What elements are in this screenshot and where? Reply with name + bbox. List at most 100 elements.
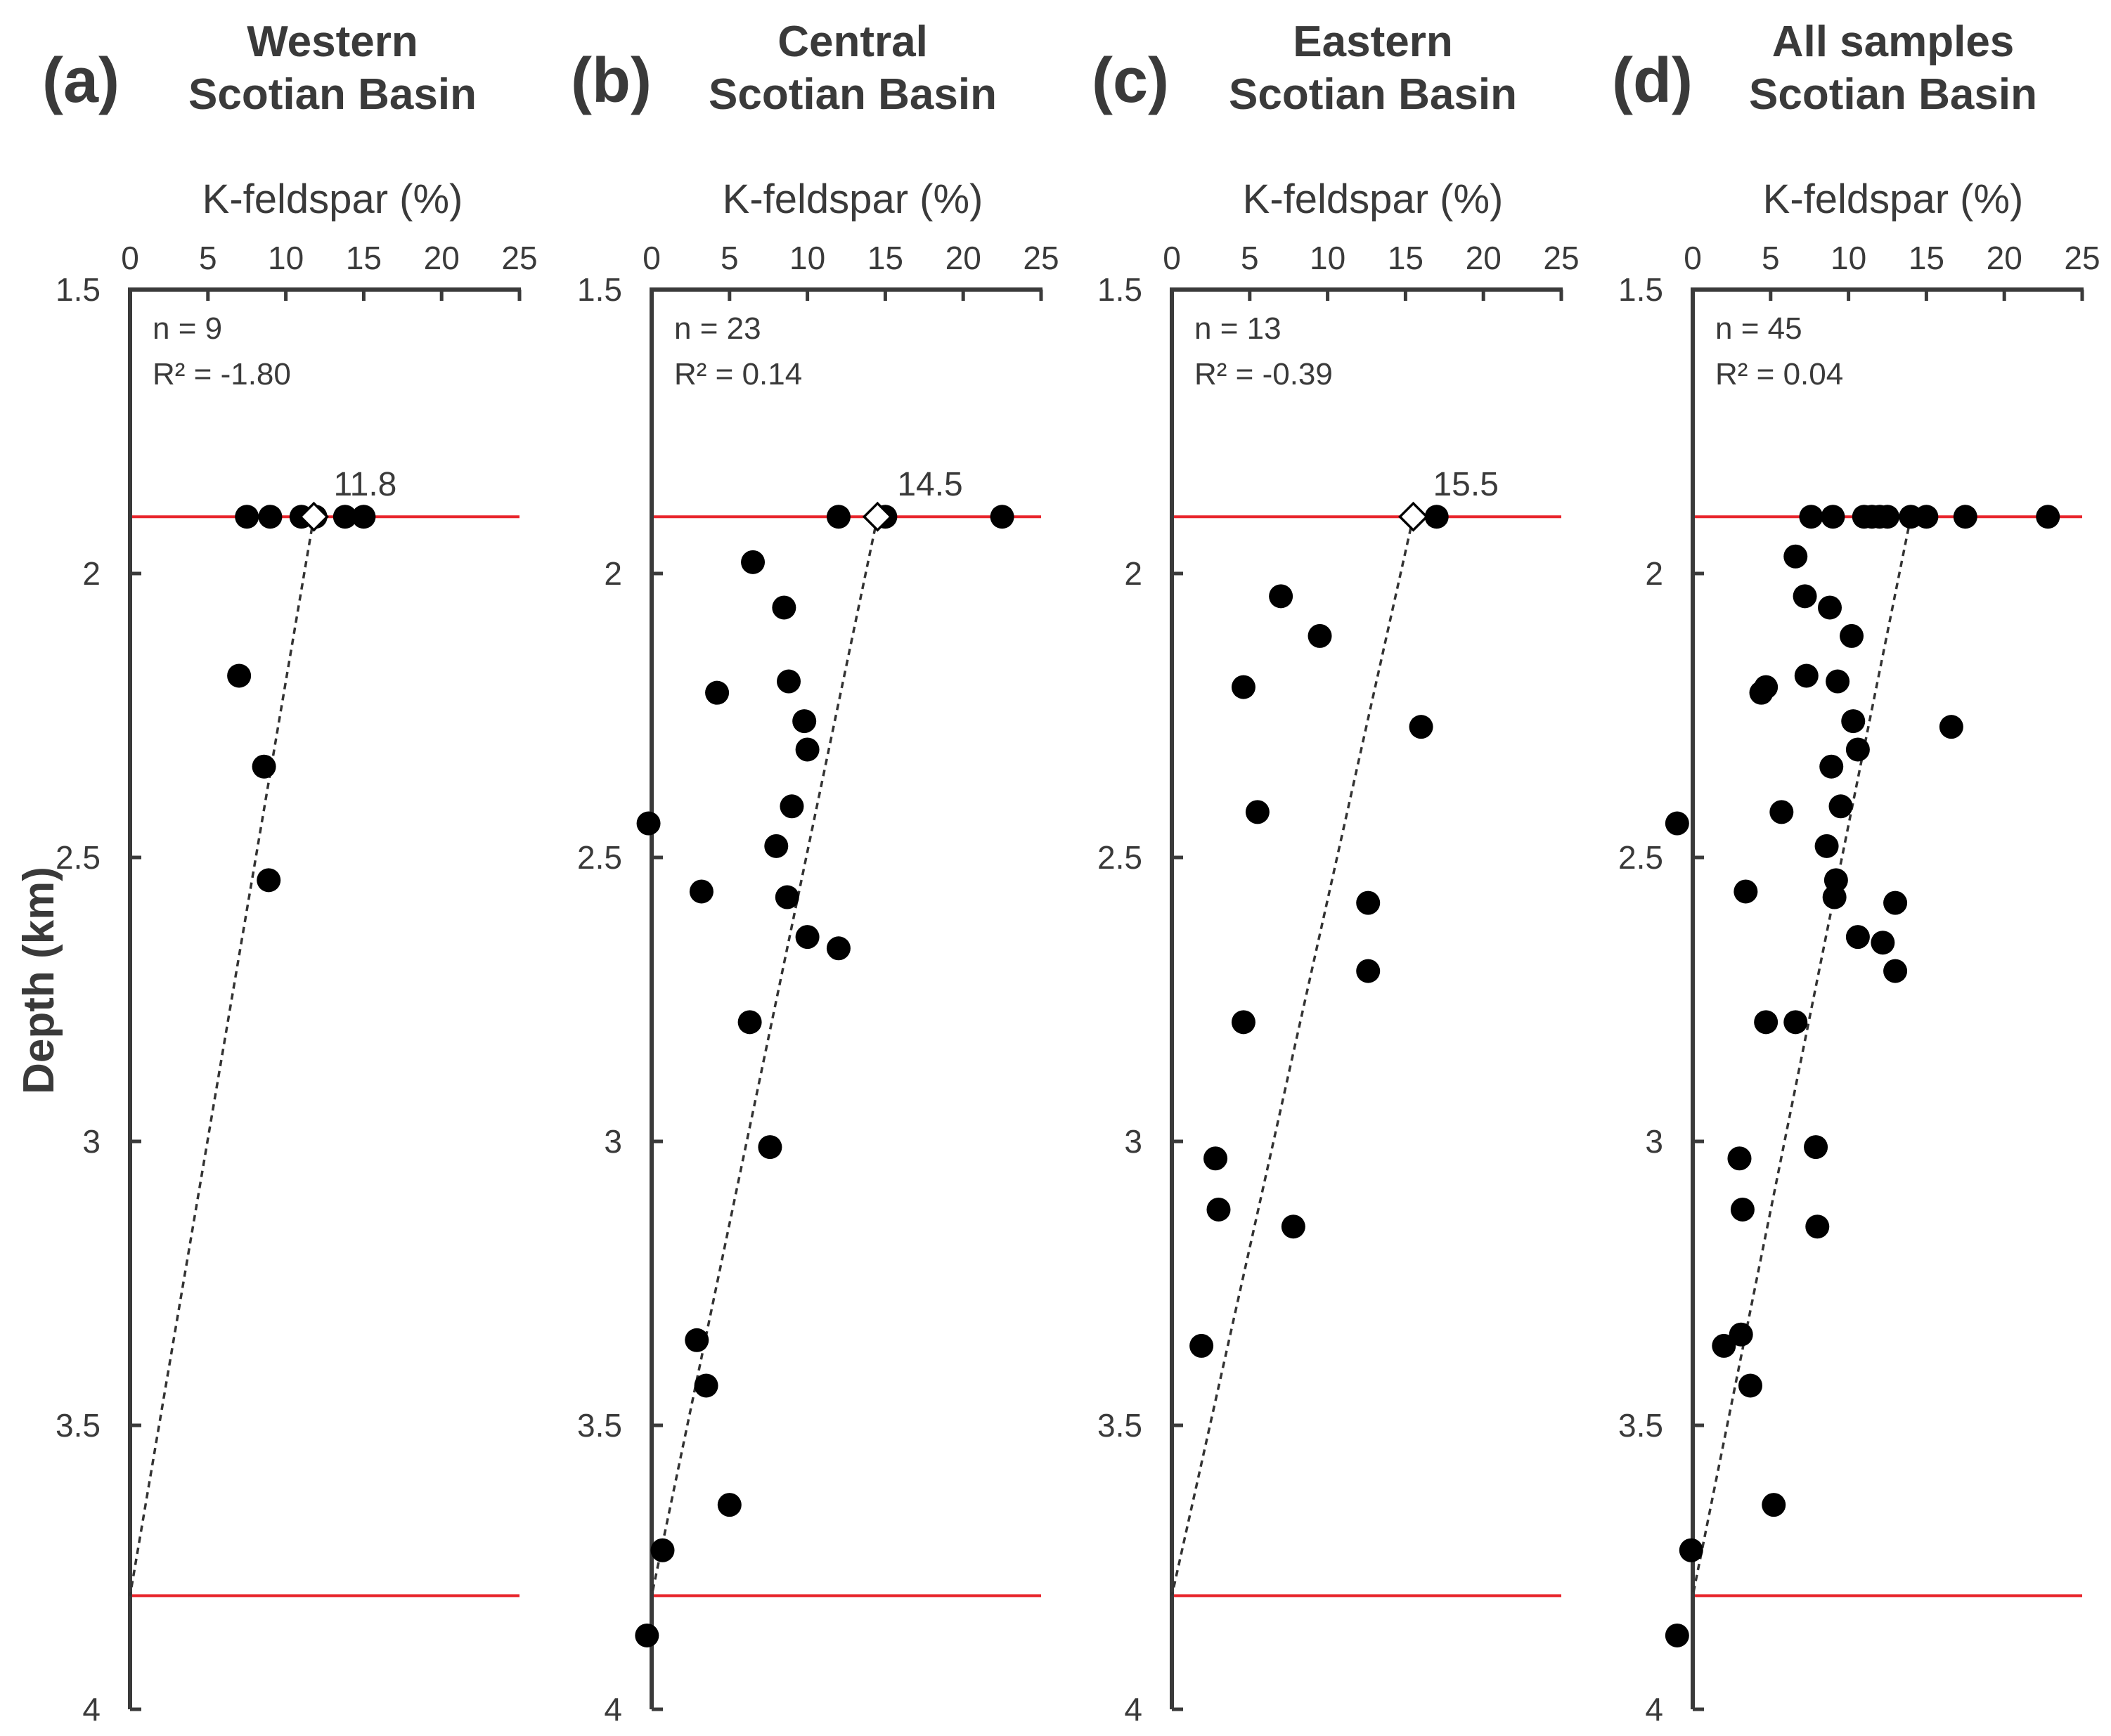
data-point	[1883, 959, 1908, 983]
data-point	[1914, 505, 1939, 529]
data-point	[1883, 890, 1908, 915]
data-point	[685, 1328, 709, 1352]
x-tick-label: 15	[1388, 240, 1424, 276]
data-point	[1769, 800, 1794, 824]
x-tick-label: 25	[2064, 240, 2100, 276]
r-squared: R² = -1.80	[153, 357, 291, 391]
data-point	[1783, 1010, 1808, 1035]
x-tick-label: 20	[945, 240, 981, 276]
y-axis-label: Depth (km)	[15, 867, 63, 1094]
data-point	[1845, 925, 1870, 950]
y-tick-label: 4	[1124, 1691, 1142, 1728]
y-tick-label: 2.5	[1618, 839, 1663, 876]
x-axis-label: K-feldspar (%)	[1763, 176, 2024, 222]
data-point	[780, 794, 804, 819]
data-point	[741, 550, 766, 574]
x-tick-label: 25	[1023, 240, 1059, 276]
x-tick-label: 10	[789, 240, 825, 276]
x-tick-label: 25	[1543, 240, 1579, 276]
y-tick-label: 2	[604, 555, 622, 592]
sample-count: n = 45	[1715, 311, 1802, 346]
data-point	[635, 1623, 659, 1647]
surface-value-marker	[862, 501, 893, 532]
y-tick-label: 3	[82, 1123, 101, 1160]
data-point	[1665, 811, 1689, 836]
trend-line	[650, 516, 879, 1596]
data-point	[1356, 890, 1381, 915]
x-tick-label: 15	[346, 240, 382, 276]
data-point	[1819, 754, 1844, 779]
data-point	[1793, 584, 1817, 609]
x-tick-label: 20	[1466, 240, 1502, 276]
data-point	[1828, 794, 1853, 819]
data-point	[1712, 1333, 1736, 1358]
y-tick-label: 3	[1124, 1123, 1142, 1160]
panel-letter: (a)	[42, 46, 120, 116]
y-tick-label: 3.5	[1097, 1407, 1142, 1444]
x-tick-label: 5	[1241, 240, 1259, 276]
r-squared: R² = 0.04	[1715, 357, 1843, 391]
y-tick-label: 3	[604, 1123, 622, 1160]
data-point	[764, 834, 789, 858]
panel-letter: (d)	[1612, 46, 1693, 116]
data-point	[1679, 1538, 1703, 1562]
data-point	[1939, 715, 1963, 739]
data-point	[333, 505, 357, 529]
data-point	[1871, 931, 1895, 955]
data-point	[772, 595, 796, 620]
data-point	[1762, 1493, 1786, 1517]
data-point	[1281, 1214, 1305, 1239]
y-tick-label: 2	[1645, 555, 1663, 592]
panel-title-line-1: Eastern	[1293, 18, 1452, 66]
y-tick-label: 3.5	[56, 1407, 101, 1444]
data-point	[795, 737, 820, 762]
data-point	[1805, 1214, 1830, 1239]
y-tick-label: 1.5	[56, 271, 101, 308]
data-point	[1799, 505, 1823, 529]
data-point	[257, 868, 281, 893]
data-point	[826, 505, 851, 529]
x-tick-label: 0	[1684, 240, 1702, 276]
data-point	[1794, 663, 1819, 688]
r-squared: R² = -0.39	[1194, 357, 1333, 391]
y-tick-label: 1.5	[1097, 271, 1142, 308]
data-point	[775, 885, 799, 909]
y-tick-label: 1.5	[577, 271, 622, 308]
data-point	[258, 505, 283, 529]
data-point	[1269, 584, 1293, 609]
data-point	[1804, 1135, 1828, 1160]
data-point	[1308, 623, 1332, 648]
data-point	[1245, 800, 1270, 824]
x-tick-label: 15	[1909, 240, 1944, 276]
data-point	[1783, 544, 1808, 569]
data-point	[1356, 959, 1381, 983]
x-tick-label: 0	[643, 240, 661, 276]
data-point	[1749, 680, 1774, 705]
data-point	[1754, 1010, 1778, 1035]
sample-count: n = 23	[674, 311, 761, 346]
panel-title-line-1: All samples	[1772, 18, 2015, 66]
panel-letter: (c)	[1092, 46, 1169, 116]
y-tick-label: 4	[604, 1691, 622, 1728]
data-point	[795, 925, 820, 950]
panel-title-line-2: Scotian Basin	[1229, 70, 1517, 119]
data-point	[1189, 1333, 1214, 1358]
data-point	[351, 505, 376, 529]
x-axis-label: K-feldspar (%)	[1243, 176, 1504, 222]
x-axis-label: K-feldspar (%)	[723, 176, 983, 222]
data-point	[1822, 885, 1847, 909]
data-point	[1231, 1010, 1255, 1035]
surface-value-label: 15.5	[1433, 466, 1498, 503]
data-point	[2036, 505, 2060, 529]
data-point	[1876, 505, 1899, 529]
x-tick-label: 15	[867, 240, 903, 276]
trend-line	[129, 516, 316, 1596]
x-tick-label: 25	[501, 240, 537, 276]
x-tick-label: 5	[721, 240, 739, 276]
data-point	[1841, 709, 1866, 734]
data-point	[1203, 1146, 1228, 1171]
